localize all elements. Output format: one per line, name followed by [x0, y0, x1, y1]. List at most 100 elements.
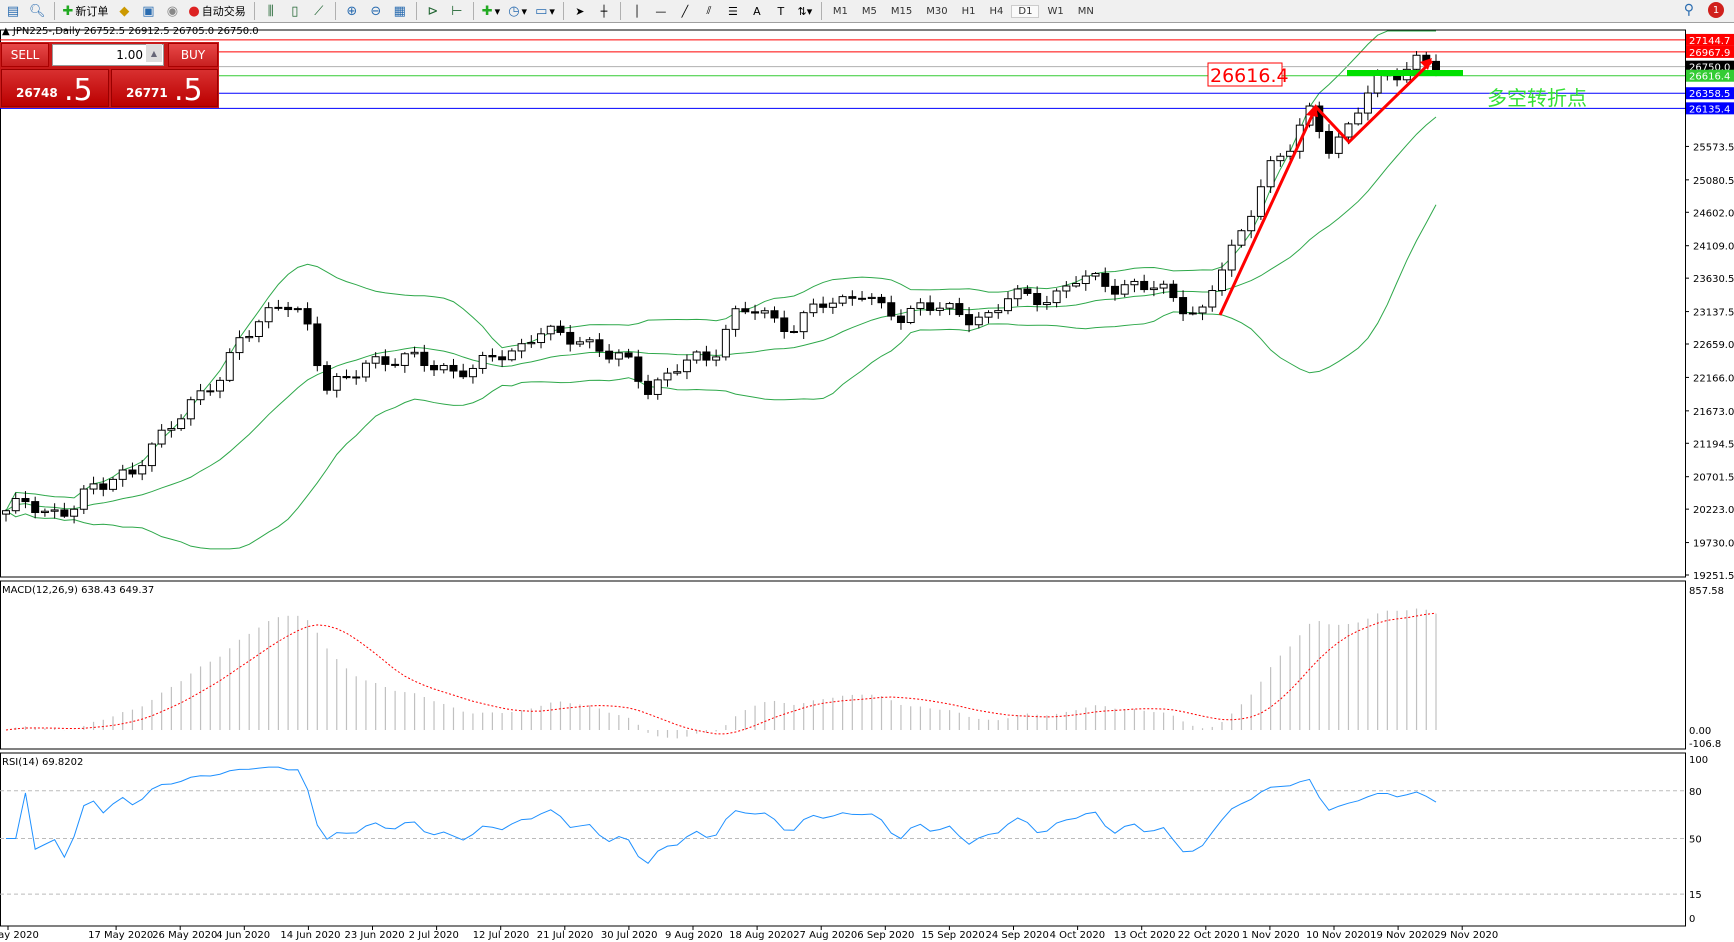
annotation-price: 26616.4: [1210, 65, 1289, 87]
zoom-out-icon[interactable]: ⊖: [370, 3, 382, 19]
bollinger-lower: [5, 204, 1437, 550]
chart-symbol-ohlc: JPN225-,Daily 26752.5 26912.5 26705.0 26…: [12, 26, 259, 37]
new-chart-icon[interactable]: ▤: [6, 3, 20, 19]
candle-body: [682, 359, 691, 373]
candle-body: [1276, 155, 1285, 162]
candle-body: [1101, 272, 1110, 287]
vertical-line-icon[interactable]: │: [633, 4, 641, 18]
candle-body: [916, 302, 925, 309]
panel-frame: [0, 29, 1686, 578]
candle-body: [994, 310, 1003, 314]
timeframe-mn[interactable]: MN: [1077, 5, 1094, 17]
price-axis-label: 25573.5: [1693, 142, 1734, 153]
price-axis-label: 23137.5: [1693, 308, 1734, 319]
candle-body: [293, 308, 302, 311]
timeframe-m1[interactable]: M1: [832, 5, 848, 17]
cursor-icon[interactable]: ➤: [575, 4, 585, 18]
crosshair-icon[interactable]: ┼: [600, 4, 608, 18]
annotation-box: [1207, 62, 1283, 87]
candle-body: [147, 443, 156, 467]
chart-shift-icon[interactable]: ⊢: [451, 3, 463, 19]
separator: [472, 2, 474, 20]
line-chart-icon[interactable]: ⟋: [314, 3, 324, 19]
candle-body: [31, 501, 40, 514]
candle-body: [634, 356, 643, 382]
auto-scroll-icon[interactable]: ⊳: [427, 3, 439, 19]
indicators-icon[interactable]: ✚ ▾: [481, 3, 501, 19]
separator: [619, 2, 621, 20]
candle-body: [945, 303, 954, 309]
market-watch-icon[interactable]: ▣: [142, 3, 155, 19]
price-axis-label: 24109.0: [1693, 242, 1734, 253]
equidistant-channel-icon[interactable]: ⫽: [706, 4, 712, 17]
buy-button[interactable]: BUY: [168, 43, 218, 67]
candle-body: [799, 312, 808, 333]
trendline-icon[interactable]: ╱: [681, 4, 689, 18]
fibonacci-icon[interactable]: ☰: [727, 4, 738, 18]
candle-body: [838, 296, 847, 304]
new-order-icon: ✚: [62, 3, 74, 19]
rsi-axis-label: 0: [1689, 914, 1695, 925]
text-label-icon[interactable]: T: [777, 4, 785, 18]
search-icon[interactable]: ⚲: [1683, 2, 1694, 18]
candle-body: [614, 352, 623, 360]
horizontal-line-icon[interactable]: —: [655, 4, 667, 18]
timeframe-m5[interactable]: M5: [861, 5, 877, 17]
date-label: 22 Oct 2020: [1178, 930, 1240, 941]
bar-chart-icon[interactable]: ⫼: [267, 3, 274, 19]
separator: [415, 2, 417, 20]
panel-frame: [0, 580, 1686, 750]
candle-body: [99, 483, 108, 490]
macd-axis-label: -106.8: [1689, 739, 1721, 750]
timeframe-h1[interactable]: H1: [961, 5, 976, 17]
tile-windows-icon[interactable]: ▦: [393, 3, 406, 19]
text-icon[interactable]: A: [753, 4, 761, 18]
candlestick-icon[interactable]: ▯: [291, 3, 299, 19]
notifications-badge[interactable]: 1: [1708, 2, 1724, 18]
arrows-icon[interactable]: ⇅▾: [797, 4, 813, 18]
date-label: 4 Jun 2020: [216, 930, 270, 941]
candle-body: [254, 321, 263, 337]
candle-body: [537, 333, 546, 344]
buy-price-button[interactable]: 26771 .5: [111, 69, 218, 108]
price-level-tag: [1686, 33, 1734, 46]
date-label: 19 Nov 2020: [1370, 930, 1434, 941]
chart-title: ▲ JPN225-,Daily 26752.5 26912.5 26705.0 …: [2, 26, 259, 37]
history-icon[interactable]: ◆: [119, 3, 130, 19]
templates-icon[interactable]: ▭ ▾: [535, 3, 555, 19]
date-label: 8 May 2020: [0, 930, 39, 941]
timeframe-m30[interactable]: M30: [926, 5, 948, 17]
date-label: 18 Aug 2020: [729, 930, 793, 941]
candle-body: [1247, 215, 1256, 232]
separator: [253, 2, 255, 20]
candle-body: [1159, 283, 1168, 289]
auto-trading-button[interactable]: ● 自动交易: [185, 1, 248, 21]
timeframe-m15[interactable]: M15: [890, 5, 913, 17]
buy-price-pips: .5: [174, 73, 203, 108]
lot-increase-button[interactable]: ▲: [146, 44, 162, 62]
sell-price-button[interactable]: 26748 .5: [1, 69, 109, 108]
candle-body: [1013, 288, 1022, 300]
zoom-chart-icon[interactable]: 🔍︎: [29, 3, 46, 19]
timeframe-w1[interactable]: W1: [1047, 5, 1064, 17]
candle-body: [887, 302, 896, 317]
candle-body: [410, 351, 419, 355]
candle-body: [595, 339, 604, 352]
timeframe-d1[interactable]: D1: [1011, 4, 1040, 18]
new-order-button[interactable]: ✚ 新订单: [60, 1, 112, 21]
sell-button[interactable]: SELL: [1, 43, 49, 67]
candle-body: [517, 343, 526, 352]
date-label: 26 May 2020: [152, 930, 217, 941]
price-level-tag: [1686, 102, 1734, 115]
price-axis-label: 20223.0: [1693, 505, 1734, 516]
candle-body: [391, 363, 400, 366]
candle-body: [167, 428, 176, 431]
signals-icon[interactable]: ◉: [166, 3, 179, 19]
candle-body: [1179, 297, 1188, 315]
periods-icon[interactable]: ◷ ▾: [508, 3, 528, 19]
timeframe-h4[interactable]: H4: [989, 5, 1004, 17]
lot-size-input[interactable]: 1.00: [52, 44, 164, 66]
zoom-in-icon[interactable]: ⊕: [346, 3, 358, 19]
candle-body: [663, 372, 672, 381]
